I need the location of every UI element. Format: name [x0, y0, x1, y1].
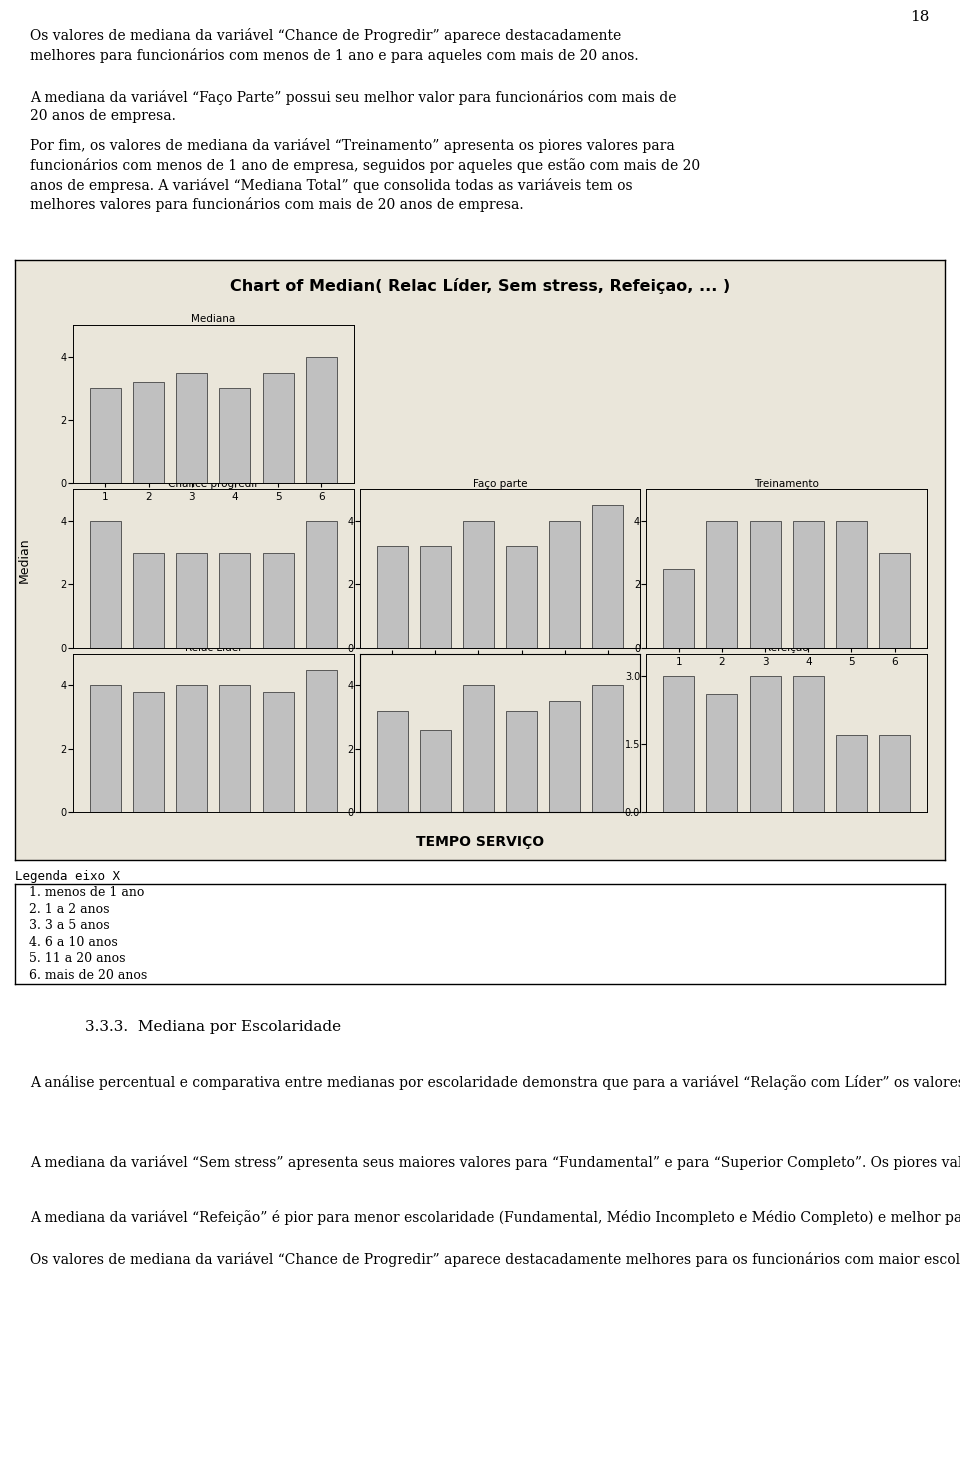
Bar [133, 692, 164, 812]
Text: 5. 11 a 20 anos: 5. 11 a 20 anos [29, 953, 126, 966]
Bar [177, 372, 207, 484]
Bar [420, 730, 451, 812]
Bar [750, 676, 780, 812]
Text: 1. menos de 1 ano: 1. menos de 1 ano [29, 885, 144, 899]
Bar [262, 692, 294, 812]
Title: Relac Líder: Relac Líder [184, 644, 242, 652]
Bar [133, 383, 164, 484]
Bar [836, 734, 867, 812]
Text: Chart of Median( Relac Líder, Sem stress, Refeiçao, ... ): Chart of Median( Relac Líder, Sem stress… [229, 279, 731, 295]
Bar [549, 701, 580, 812]
Bar [90, 520, 121, 648]
Text: A mediana da variável “Refeição” é pior para menor escolaridade (Fundamental, Mé: A mediana da variável “Refeição” é pior … [30, 1209, 960, 1226]
Bar [707, 695, 737, 812]
Bar [220, 685, 251, 812]
Text: 18: 18 [911, 10, 930, 23]
Text: A mediana da variável “Sem stress” apresenta seus maiores valores para “Fundamen: A mediana da variável “Sem stress” apres… [30, 1155, 960, 1170]
Bar [220, 553, 251, 648]
Bar [663, 569, 694, 648]
Bar [420, 547, 451, 648]
Text: A mediana da variável “Faço Parte” possui seu melhor valor para funcionários com: A mediana da variável “Faço Parte” possu… [30, 89, 677, 123]
Bar [793, 676, 824, 812]
Bar [262, 553, 294, 648]
Title: Treinamento: Treinamento [755, 478, 819, 488]
Text: TEMPO SERVIÇO: TEMPO SERVIÇO [416, 836, 544, 849]
Bar [305, 520, 337, 648]
Title: Refeiçao: Refeiçao [764, 644, 809, 652]
Text: 6. mais de 20 anos: 6. mais de 20 anos [29, 969, 147, 982]
Title: Mediana: Mediana [191, 314, 235, 324]
Bar [376, 547, 408, 648]
Bar [836, 520, 867, 648]
Bar [90, 685, 121, 812]
Bar [305, 356, 337, 484]
Text: A análise percentual e comparativa entre medianas por escolaridade demonstra que: A análise percentual e comparativa entre… [30, 1075, 960, 1091]
Bar [177, 685, 207, 812]
Bar [793, 520, 824, 648]
Text: 3.3.3.  Mediana por Escolaridade: 3.3.3. Mediana por Escolaridade [85, 1020, 341, 1034]
Bar [879, 734, 910, 812]
Title: Faço parte: Faço parte [472, 478, 527, 488]
Text: 4. 6 a 10 anos: 4. 6 a 10 anos [29, 935, 118, 949]
Bar [463, 685, 494, 812]
Text: Os valores de mediana da variável “Chance de Progredir” aparece destacadamente
m: Os valores de mediana da variável “Chanc… [30, 28, 638, 63]
Text: Median: Median [17, 537, 31, 583]
Bar [262, 372, 294, 484]
Bar [506, 547, 538, 648]
Bar [133, 553, 164, 648]
Bar [506, 711, 538, 812]
Bar [177, 553, 207, 648]
Bar [879, 553, 910, 648]
Text: Por fim, os valores de mediana da variável “Treinamento” apresenta os piores val: Por fim, os valores de mediana da variáv… [30, 138, 700, 213]
Text: 3. 3 a 5 anos: 3. 3 a 5 anos [29, 919, 109, 932]
Text: Legenda eixo X: Legenda eixo X [15, 869, 120, 883]
Bar [305, 670, 337, 812]
Bar [663, 676, 694, 812]
Text: 2. 1 a 2 anos: 2. 1 a 2 anos [29, 903, 109, 915]
Bar [90, 388, 121, 484]
Bar [750, 520, 780, 648]
Bar [376, 711, 408, 812]
Bar [592, 506, 623, 648]
Bar [707, 520, 737, 648]
Bar [220, 388, 251, 484]
Title: Sem stress: Sem stress [471, 625, 529, 633]
Bar [549, 520, 580, 648]
Text: Os valores de mediana da variável “Chance de Progredir” aparece destacadamente m: Os valores de mediana da variável “Chanc… [30, 1252, 960, 1267]
Title: Chance progredir: Chance progredir [168, 478, 258, 488]
Bar [592, 685, 623, 812]
Bar [463, 520, 494, 648]
